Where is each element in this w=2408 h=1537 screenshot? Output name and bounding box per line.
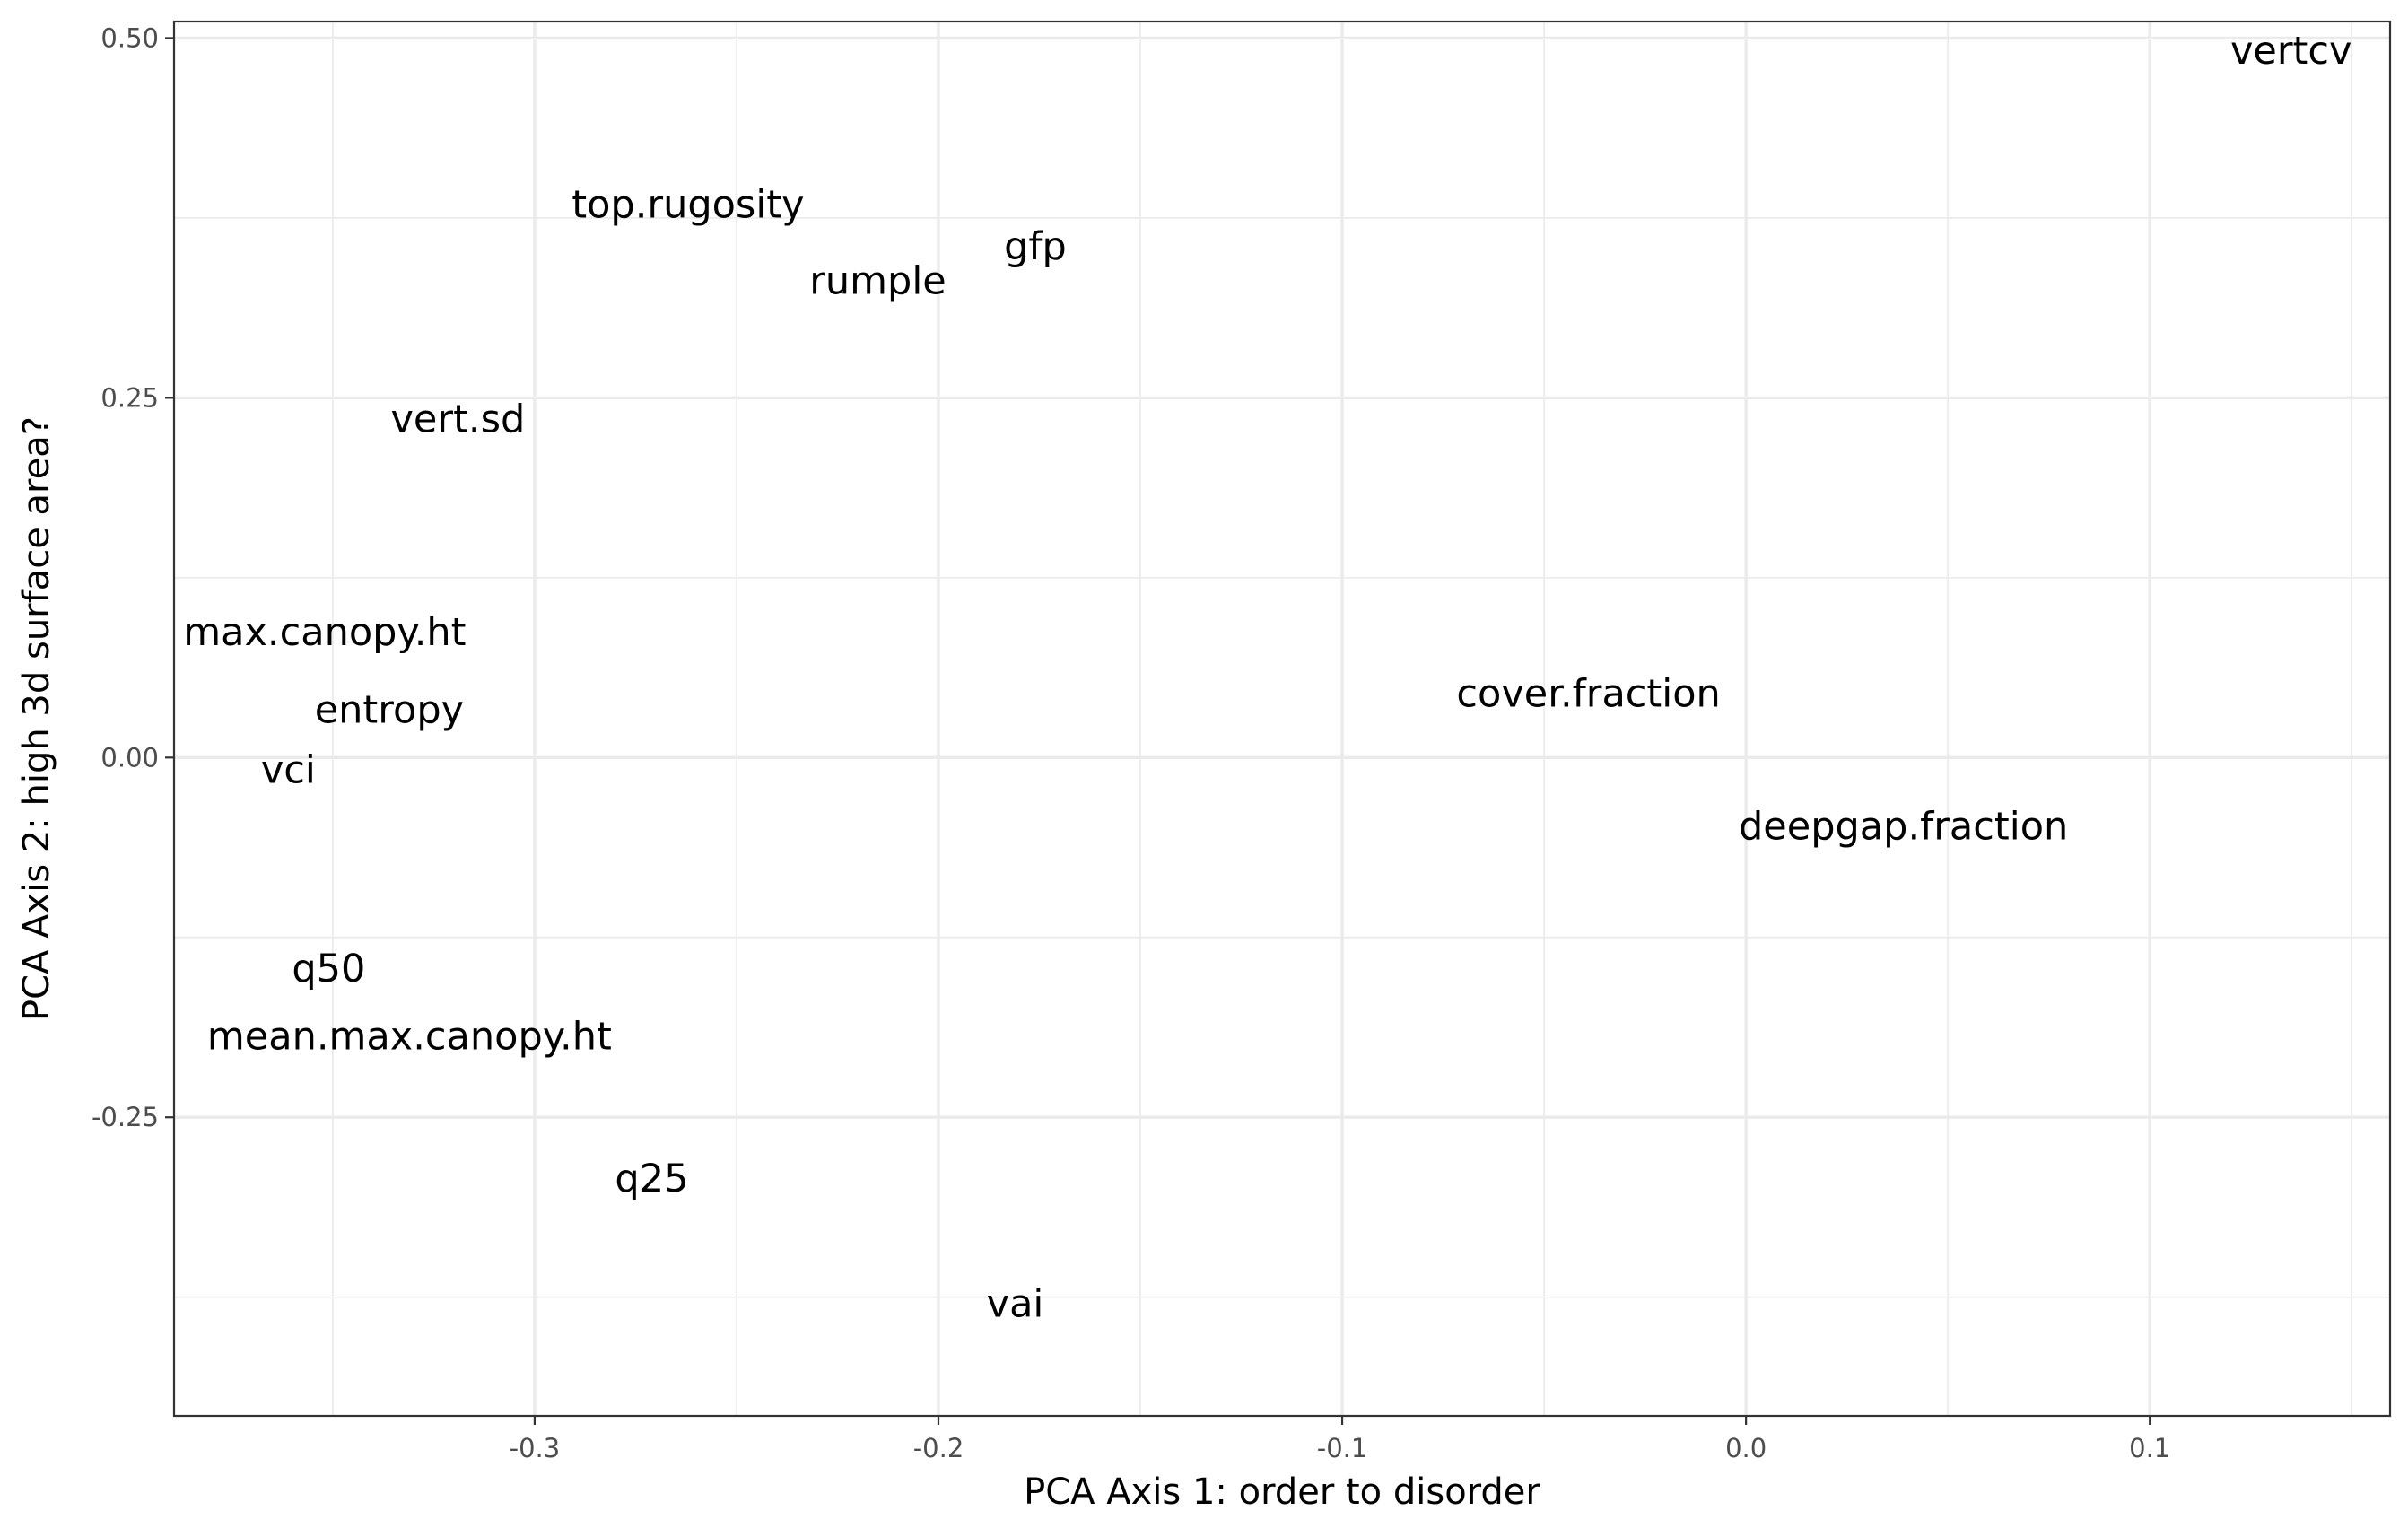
point-label-max-canopy-ht: max.canopy.ht: [183, 610, 466, 655]
point-label-entropy: entropy: [315, 687, 464, 732]
x-tick-label: -0.2: [913, 1433, 964, 1463]
y-tick-label: -0.25: [92, 1102, 159, 1132]
point-label-gfp: gfp: [1004, 224, 1067, 269]
panel-border: [172, 20, 2392, 1418]
x-tick-label: 0.0: [1725, 1433, 1767, 1463]
point-label-top-rugosity: top.rugosity: [571, 182, 804, 227]
point-label-vai: vai: [987, 1282, 1044, 1327]
point-label-rumple: rumple: [809, 258, 947, 303]
tick-layer: -0.3 -0.2 -0.1 0.0 0.1 -0.25 0.00 0.25 0.50: [92, 22, 2170, 1463]
x-axis-title: PCA Axis 1: order to disorder: [1024, 1472, 1540, 1513]
x-tick-label: -0.3: [510, 1433, 561, 1463]
grid-layer: [174, 22, 2390, 1416]
y-tick-label: 0.50: [100, 22, 159, 53]
point-label-mean-max-canopy-ht: mean.max.canopy.ht: [207, 1014, 612, 1059]
x-tick-label: 0.1: [2129, 1433, 2170, 1463]
point-label-q25: q25: [615, 1157, 688, 1201]
data-points: vertcv top.rugosity gfp rumple vert.sd max.ca…: [183, 29, 2351, 1327]
point-label-vertcv: vertcv: [2230, 29, 2352, 74]
y-tick-label: 0.00: [100, 742, 159, 773]
point-label-deepgap-fraction: deepgap.fraction: [1739, 804, 2068, 849]
x-tick-label: -0.1: [1317, 1433, 1368, 1463]
y-axis-title: PCA Axis 2: high 3d surface area?: [16, 416, 57, 1021]
y-tick-label: 0.25: [100, 382, 159, 413]
point-label-q50: q50: [292, 947, 365, 991]
point-label-cover-fraction: cover.fraction: [1456, 672, 1720, 717]
point-label-vci: vci: [261, 748, 316, 793]
point-label-vert-sd: vert.sd: [390, 397, 525, 441]
